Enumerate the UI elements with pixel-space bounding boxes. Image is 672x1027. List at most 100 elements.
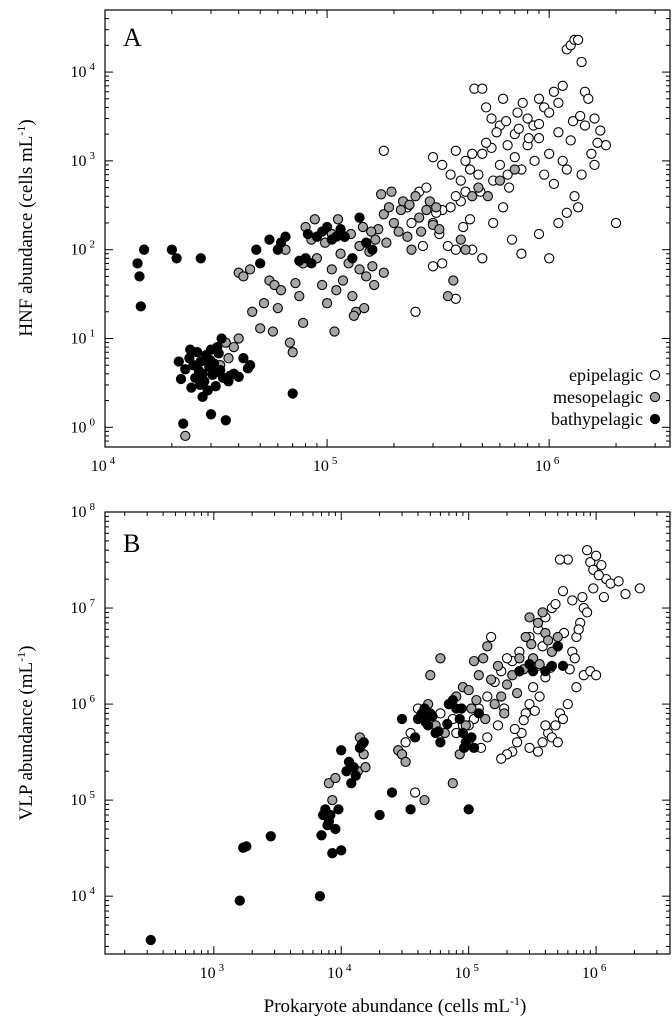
mesopelagic-point	[316, 279, 328, 291]
epipelagic-point	[421, 182, 432, 193]
epipelagic-point	[511, 737, 523, 748]
epipelagic-point	[509, 723, 520, 735]
epipelagic-point	[494, 159, 506, 171]
epipelagic-point	[576, 169, 587, 180]
panel-b-y-tick-label: 10 4	[71, 885, 96, 905]
mesopelagic-point	[494, 175, 506, 186]
epipelagic-point	[485, 631, 497, 643]
mesopelagic-point	[406, 244, 417, 255]
epipelagic-point	[455, 175, 466, 186]
epipelagic-point	[634, 583, 645, 594]
panel-a-y-title: HNF abundance (cells mL-1)	[14, 119, 37, 336]
epipelagic-point	[600, 140, 612, 151]
bathypelagic-point	[180, 364, 191, 375]
bathypelagic-point	[166, 244, 178, 255]
mesopelagic-point	[466, 703, 477, 714]
mesopelagic-point	[471, 694, 482, 706]
mesopelagic-point	[414, 212, 425, 223]
mesopelagic-point	[419, 794, 430, 806]
epipelagic-point	[533, 133, 545, 144]
mesopelagic-point	[534, 659, 545, 670]
epipelagic-point	[553, 97, 564, 109]
mesopelagic-point	[272, 302, 283, 314]
panel-b-y-title: VLP abundance (mL-1)	[14, 646, 37, 821]
mesopelagic-point	[228, 341, 239, 353]
bathypelagic-point	[205, 409, 217, 420]
epipelagic-point	[437, 258, 448, 269]
epipelagic-point	[557, 713, 569, 725]
epipelagic-point	[575, 110, 586, 122]
epipelagic-point	[491, 127, 502, 138]
epipelagic-point	[524, 742, 535, 754]
bathypelagic-point	[213, 348, 224, 359]
mesopelagic-point	[366, 226, 377, 237]
bathypelagic-point	[197, 391, 208, 403]
mesopelagic-point	[369, 279, 380, 291]
bathypelagic-point	[171, 253, 182, 264]
bathypelagic-point	[173, 356, 184, 367]
mesopelagic-point	[499, 708, 510, 719]
epipelagic-point	[406, 217, 417, 229]
bathypelagic-point	[466, 732, 477, 743]
epipelagic-point	[378, 145, 389, 156]
bathypelagic-point	[540, 666, 551, 677]
mesopelagic-point	[378, 267, 389, 278]
bathypelagic-point	[527, 666, 539, 677]
bathypelagic-point	[354, 212, 365, 223]
bathypelagic-point	[314, 891, 326, 902]
mesopelagic-point	[290, 277, 301, 289]
epipelagic-point	[460, 155, 471, 167]
mesopelagic-point	[463, 684, 474, 696]
panel-a-letter: A	[123, 23, 142, 52]
mesopelagic-point	[473, 670, 484, 681]
epipelagic-point	[445, 169, 456, 180]
panel-b-x-axis: 10 3 10 4 10 5 10 6	[124, 512, 658, 982]
bathypelagic-point	[396, 713, 408, 725]
epipelagic-point	[557, 585, 569, 597]
mesopelagic-point	[532, 617, 544, 629]
epipelagic-point	[550, 598, 561, 610]
epipelagic-point	[567, 595, 578, 606]
epipelagic-point	[488, 217, 499, 229]
mesopelagic-point	[326, 264, 337, 275]
bathypelagic-point	[302, 228, 314, 240]
mesopelagic-point	[386, 186, 397, 197]
mesopelagic-point	[238, 271, 249, 282]
mesopelagic-point	[415, 226, 427, 237]
epipelagic-point	[486, 113, 497, 124]
mesopelagic-point	[520, 631, 531, 643]
bathypelagic-point	[409, 732, 421, 743]
bathypelagic-point	[433, 726, 444, 737]
epipelagic-point	[553, 127, 564, 138]
epipelagic-point	[513, 123, 524, 134]
mesopelagic-point	[360, 762, 371, 773]
mesopelagic-point	[294, 290, 305, 302]
bathypelagic-point	[132, 258, 143, 269]
mesopelagic-point	[542, 635, 554, 646]
mesopelagic-point	[381, 237, 392, 248]
epipelagic-point	[553, 217, 564, 229]
panel-a-x-axis: 10 4 10 5 10 6	[91, 10, 656, 475]
mesopelagic-point	[375, 189, 387, 200]
bathypelagic-point	[454, 713, 465, 725]
mesopelagic-point	[485, 674, 497, 685]
mesopelagic-point	[455, 234, 466, 245]
panel-a-y-tick-label: 10 1	[71, 327, 96, 347]
panel-b-y-tick-label: 10 6	[71, 693, 96, 713]
epipelagic-point	[533, 118, 545, 130]
epipelagic-point	[512, 107, 523, 118]
panel-a-y-tick-label: 10 3	[71, 150, 96, 170]
mesopelagic-point	[514, 653, 525, 664]
mesopelagic-point	[247, 306, 258, 317]
bathypelagic-point	[435, 737, 446, 748]
bathypelagic-point	[194, 379, 206, 391]
epipelagic-point	[579, 120, 591, 131]
mesopelagic-point	[378, 209, 389, 220]
bathypelagic-point	[321, 221, 333, 233]
epipelagic-point	[596, 559, 607, 571]
panel-a-x-tick-label: 10 5	[313, 455, 338, 475]
epipelagic-point	[417, 240, 429, 252]
